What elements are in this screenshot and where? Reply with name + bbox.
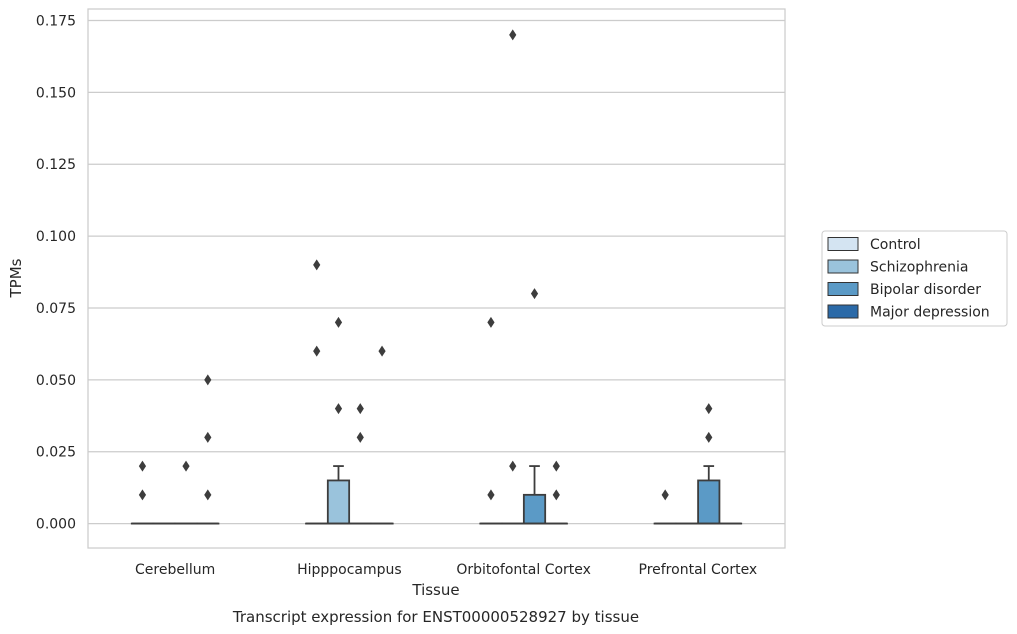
y-tick-label: 0.000 (36, 517, 76, 533)
outlier-point (334, 316, 343, 328)
outliers (138, 29, 713, 501)
y-tick-label: 0.125 (36, 157, 76, 173)
legend-swatch (827, 282, 859, 296)
outlier-point (138, 489, 147, 501)
outlier-point (356, 431, 364, 443)
x-axis-label: Tissue (411, 581, 459, 599)
legend-label: Bipolar disorder (870, 282, 981, 298)
outlier-point (487, 316, 495, 328)
legend-frame (821, 230, 1008, 327)
outlier-point (356, 403, 364, 415)
legend-label: Major depression (870, 305, 990, 321)
outlier-point (661, 489, 669, 501)
y-axis-label: TPMs (7, 258, 25, 298)
y-tick-label: 0.075 (36, 301, 76, 317)
outlier-point (552, 489, 560, 501)
outlier-point (313, 345, 321, 357)
outlier-point (204, 374, 212, 386)
legend-swatch (827, 259, 859, 274)
outlier-point (509, 29, 517, 41)
box-bipolar-disorder (522, 465, 547, 525)
plot-area-frame (87, 8, 786, 549)
box-bipolar-disorder (697, 465, 721, 525)
outlier-point (138, 460, 147, 472)
box-body (522, 493, 547, 525)
outlier-point (509, 460, 517, 472)
box-body (697, 479, 721, 525)
box-body (326, 479, 351, 525)
outlier-point (334, 403, 343, 415)
outlier-point (378, 345, 386, 357)
y-tick-label: 0.150 (36, 85, 76, 101)
gridlines (88, 19, 785, 525)
outlier-point (182, 460, 190, 472)
outlier-point (204, 431, 212, 443)
outlier-point (705, 403, 713, 415)
chart-caption: Transcript expression for ENST0000052892… (232, 608, 639, 626)
y-tick-label: 0.025 (36, 445, 76, 461)
outlier-point (552, 460, 560, 472)
x-tick-label: Hipppocampus (297, 562, 402, 578)
y-tick-label: 0.175 (36, 13, 76, 29)
outlier-point (530, 288, 539, 300)
legend-label: Schizophrenia (870, 260, 968, 276)
y-tick-labels: 0.000 0.025 0.050 0.075 0.100 0.125 0.150 0.175 (36, 13, 76, 532)
outlier-point (313, 259, 321, 271)
x-tick-label: Orbitofontal Cortex (456, 562, 591, 578)
outlier-point (705, 431, 713, 443)
x-tick-label: Prefrontal Cortex (639, 562, 758, 578)
legend-swatch (827, 304, 859, 319)
y-tick-label: 0.050 (36, 373, 76, 389)
y-tick-label: 0.100 (36, 229, 76, 245)
legend-swatch (827, 237, 859, 251)
box-schizophrenia (326, 465, 351, 525)
boxes (130, 465, 743, 525)
legend-label: Control (870, 237, 921, 253)
x-tick-label: Cerebellum (135, 562, 215, 578)
x-tick-labels: Cerebellum Hipppocampus Orbitofontal Corte… (135, 562, 757, 578)
outlier-point (204, 489, 212, 501)
outlier-point (487, 489, 495, 501)
legend: Control Schizophrenia Bipolar disorder Majo… (821, 230, 1008, 327)
